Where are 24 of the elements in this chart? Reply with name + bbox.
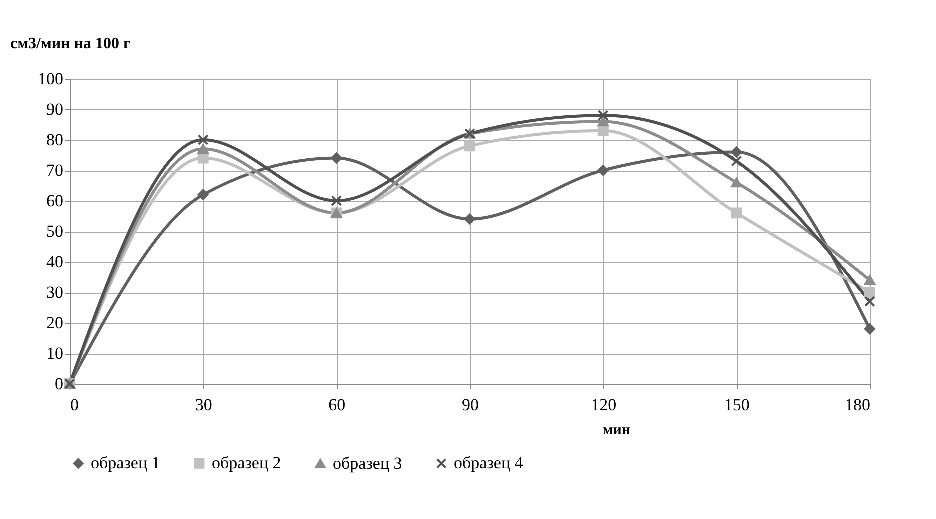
y-tick-label: 70 xyxy=(46,161,64,180)
y-tick-label: 50 xyxy=(46,222,64,241)
x-tick-label: 60 xyxy=(328,396,346,414)
x-axis-title: мин xyxy=(602,422,631,438)
y-tick-label: 0 xyxy=(55,374,64,394)
x-tick-label: 150 xyxy=(724,396,750,414)
legend-label: образец 2 xyxy=(212,454,282,473)
x-tick-label: 90 xyxy=(462,396,479,414)
x-tick-label: 120 xyxy=(591,396,617,414)
y-tick-label: 100 xyxy=(38,70,64,88)
y-tick-label: 10 xyxy=(46,344,64,363)
y-axis-title: см3/мин на 100 г xyxy=(10,36,131,52)
legend-label: образец 4 xyxy=(454,454,524,473)
legend-label: образец 3 xyxy=(333,454,402,473)
legend-label: образец 1 xyxy=(91,454,160,473)
y-tick-label: 80 xyxy=(46,130,64,150)
y-tick-label: 90 xyxy=(46,100,64,119)
x-tick-label: 30 xyxy=(195,396,212,414)
y-tick-label: 30 xyxy=(46,283,64,302)
y-tick-label: 40 xyxy=(46,252,64,272)
y-tick-label: 60 xyxy=(46,192,64,210)
y-tick-label: 20 xyxy=(46,314,64,332)
x-tick-label: 180 xyxy=(845,396,870,414)
x-tick-label: 0 xyxy=(70,396,79,414)
